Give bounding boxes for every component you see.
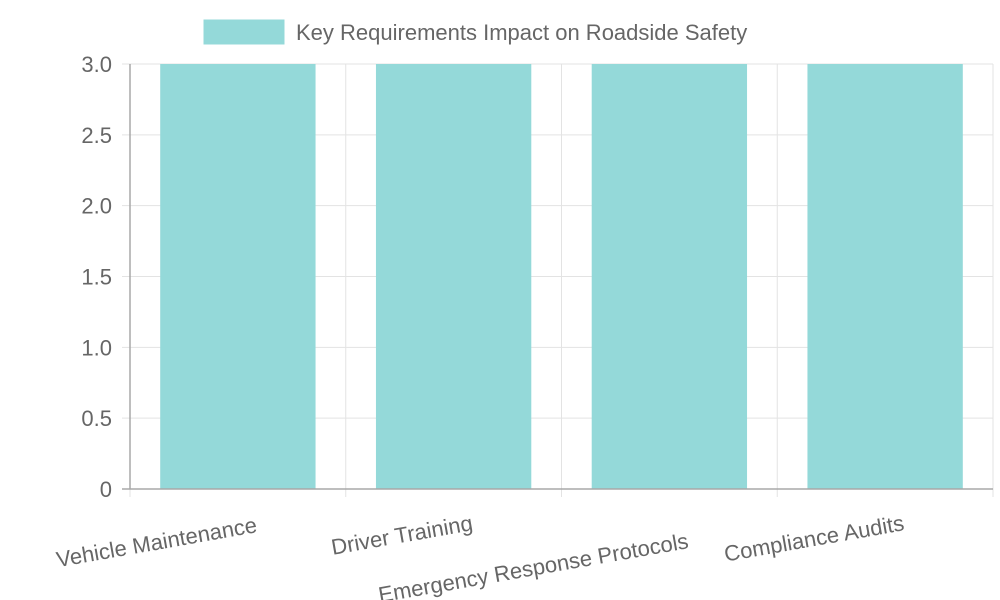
- bar[interactable]: [591, 64, 748, 489]
- bar[interactable]: [160, 64, 316, 489]
- x-tick-label: Vehicle Maintenance: [54, 512, 258, 572]
- y-tick-label: 3.0: [81, 52, 112, 77]
- y-tick-label: 0.5: [81, 406, 112, 431]
- legend-swatch: [203, 19, 285, 45]
- y-tick-label: 2.0: [81, 194, 112, 219]
- bar[interactable]: [375, 64, 532, 489]
- x-tick-label: Driver Training: [329, 510, 474, 559]
- x-tick-label: Compliance Audits: [722, 510, 906, 566]
- bar[interactable]: [807, 64, 963, 489]
- legend-label: Key Requirements Impact on Roadside Safe…: [296, 20, 747, 45]
- y-tick-label: 1.5: [81, 265, 112, 290]
- y-tick-label: 0: [100, 477, 112, 502]
- bars: [160, 64, 963, 489]
- axes: [122, 64, 993, 490]
- y-tick-label: 1.0: [81, 335, 112, 360]
- legend[interactable]: Key Requirements Impact on Roadside Safe…: [203, 19, 747, 45]
- y-tick-label: 2.5: [81, 123, 112, 148]
